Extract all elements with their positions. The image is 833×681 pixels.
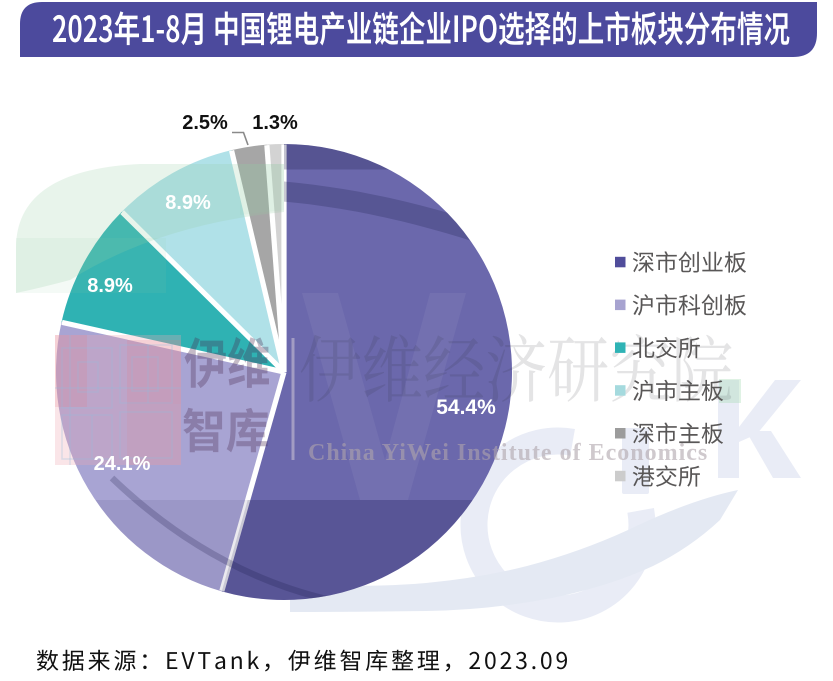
svg-text:1.3%: 1.3% — [252, 112, 298, 134]
svg-text:8.9%: 8.9% — [165, 192, 211, 214]
svg-text:54.4%: 54.4% — [436, 396, 496, 419]
svg-text:24.1%: 24.1% — [94, 453, 151, 475]
svg-text:China YiWei Institute of Econo: China YiWei Institute of Economics — [308, 440, 708, 466]
svg-text:8.9%: 8.9% — [87, 275, 133, 297]
svg-text:2.5%: 2.5% — [182, 112, 228, 134]
